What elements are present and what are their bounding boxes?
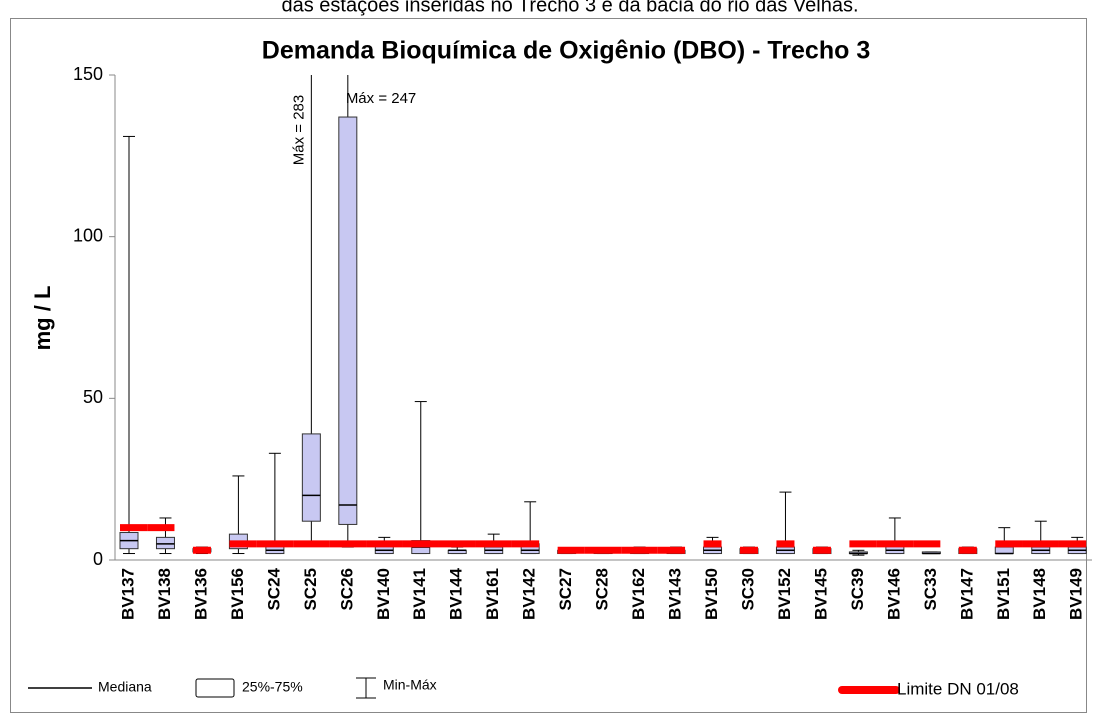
x-tick-label: SC28 [593,568,612,611]
x-tick-label: BV141 [410,568,429,620]
y-tick-label: 100 [73,225,103,245]
x-tick-label: BV148 [1030,568,1049,620]
x-tick-label: BV149 [1067,568,1086,620]
x-tick-label: BV150 [702,568,721,620]
x-tick-label: BV151 [994,568,1013,620]
x-tick-label: BV142 [520,568,539,620]
x-tick-label: SC33 [921,568,940,611]
x-tick-label: BV140 [374,568,393,620]
caption: das estações inseridas no Trecho 3 e da … [281,0,858,16]
y-tick-label: 0 [93,549,103,569]
box [155,536,175,550]
x-tick-label: BV138 [155,568,174,620]
x-tick-label: SC24 [264,567,283,610]
legend-label: Min-Máx [383,677,437,693]
x-tick-label: BV137 [118,568,137,620]
legend-label: 25%-75% [242,679,303,695]
x-tick-label: BV146 [884,568,903,620]
x-tick-label: BV161 [483,568,502,620]
x-tick-label: SC27 [556,568,575,611]
x-tick-label: BV144 [447,567,466,620]
x-tick-label: BV145 [811,568,830,620]
y-tick-label: 150 [73,64,103,84]
x-tick-label: SC26 [337,568,356,611]
legend-box-icon [195,678,235,698]
x-tick-label: BV136 [191,568,210,620]
x-tick-label: BV152 [775,568,794,620]
annotation: Máx = 247 [346,90,416,107]
legend-label: Limite DN 01/08 [897,679,1019,698]
x-tick-label: SC39 [848,568,867,611]
plot [119,75,1087,556]
x-tick-label: BV156 [228,568,247,620]
annotation: Máx = 283 [290,95,307,165]
box [338,116,358,525]
x-tick-label: SC30 [738,568,757,611]
x-tick-label: BV147 [957,568,976,620]
x-tick-label: BV143 [666,568,685,620]
x-tick-label: SC25 [301,568,320,611]
y-axis-label: mg / L [30,286,55,351]
box [301,433,321,522]
y-tick-label: 50 [83,387,103,407]
x-tick-label: BV162 [629,568,648,620]
chart-title: Demanda Bioquímica de Oxigênio (DBO) - T… [262,37,870,65]
legend-label: Mediana [98,679,152,695]
box [994,546,1014,555]
